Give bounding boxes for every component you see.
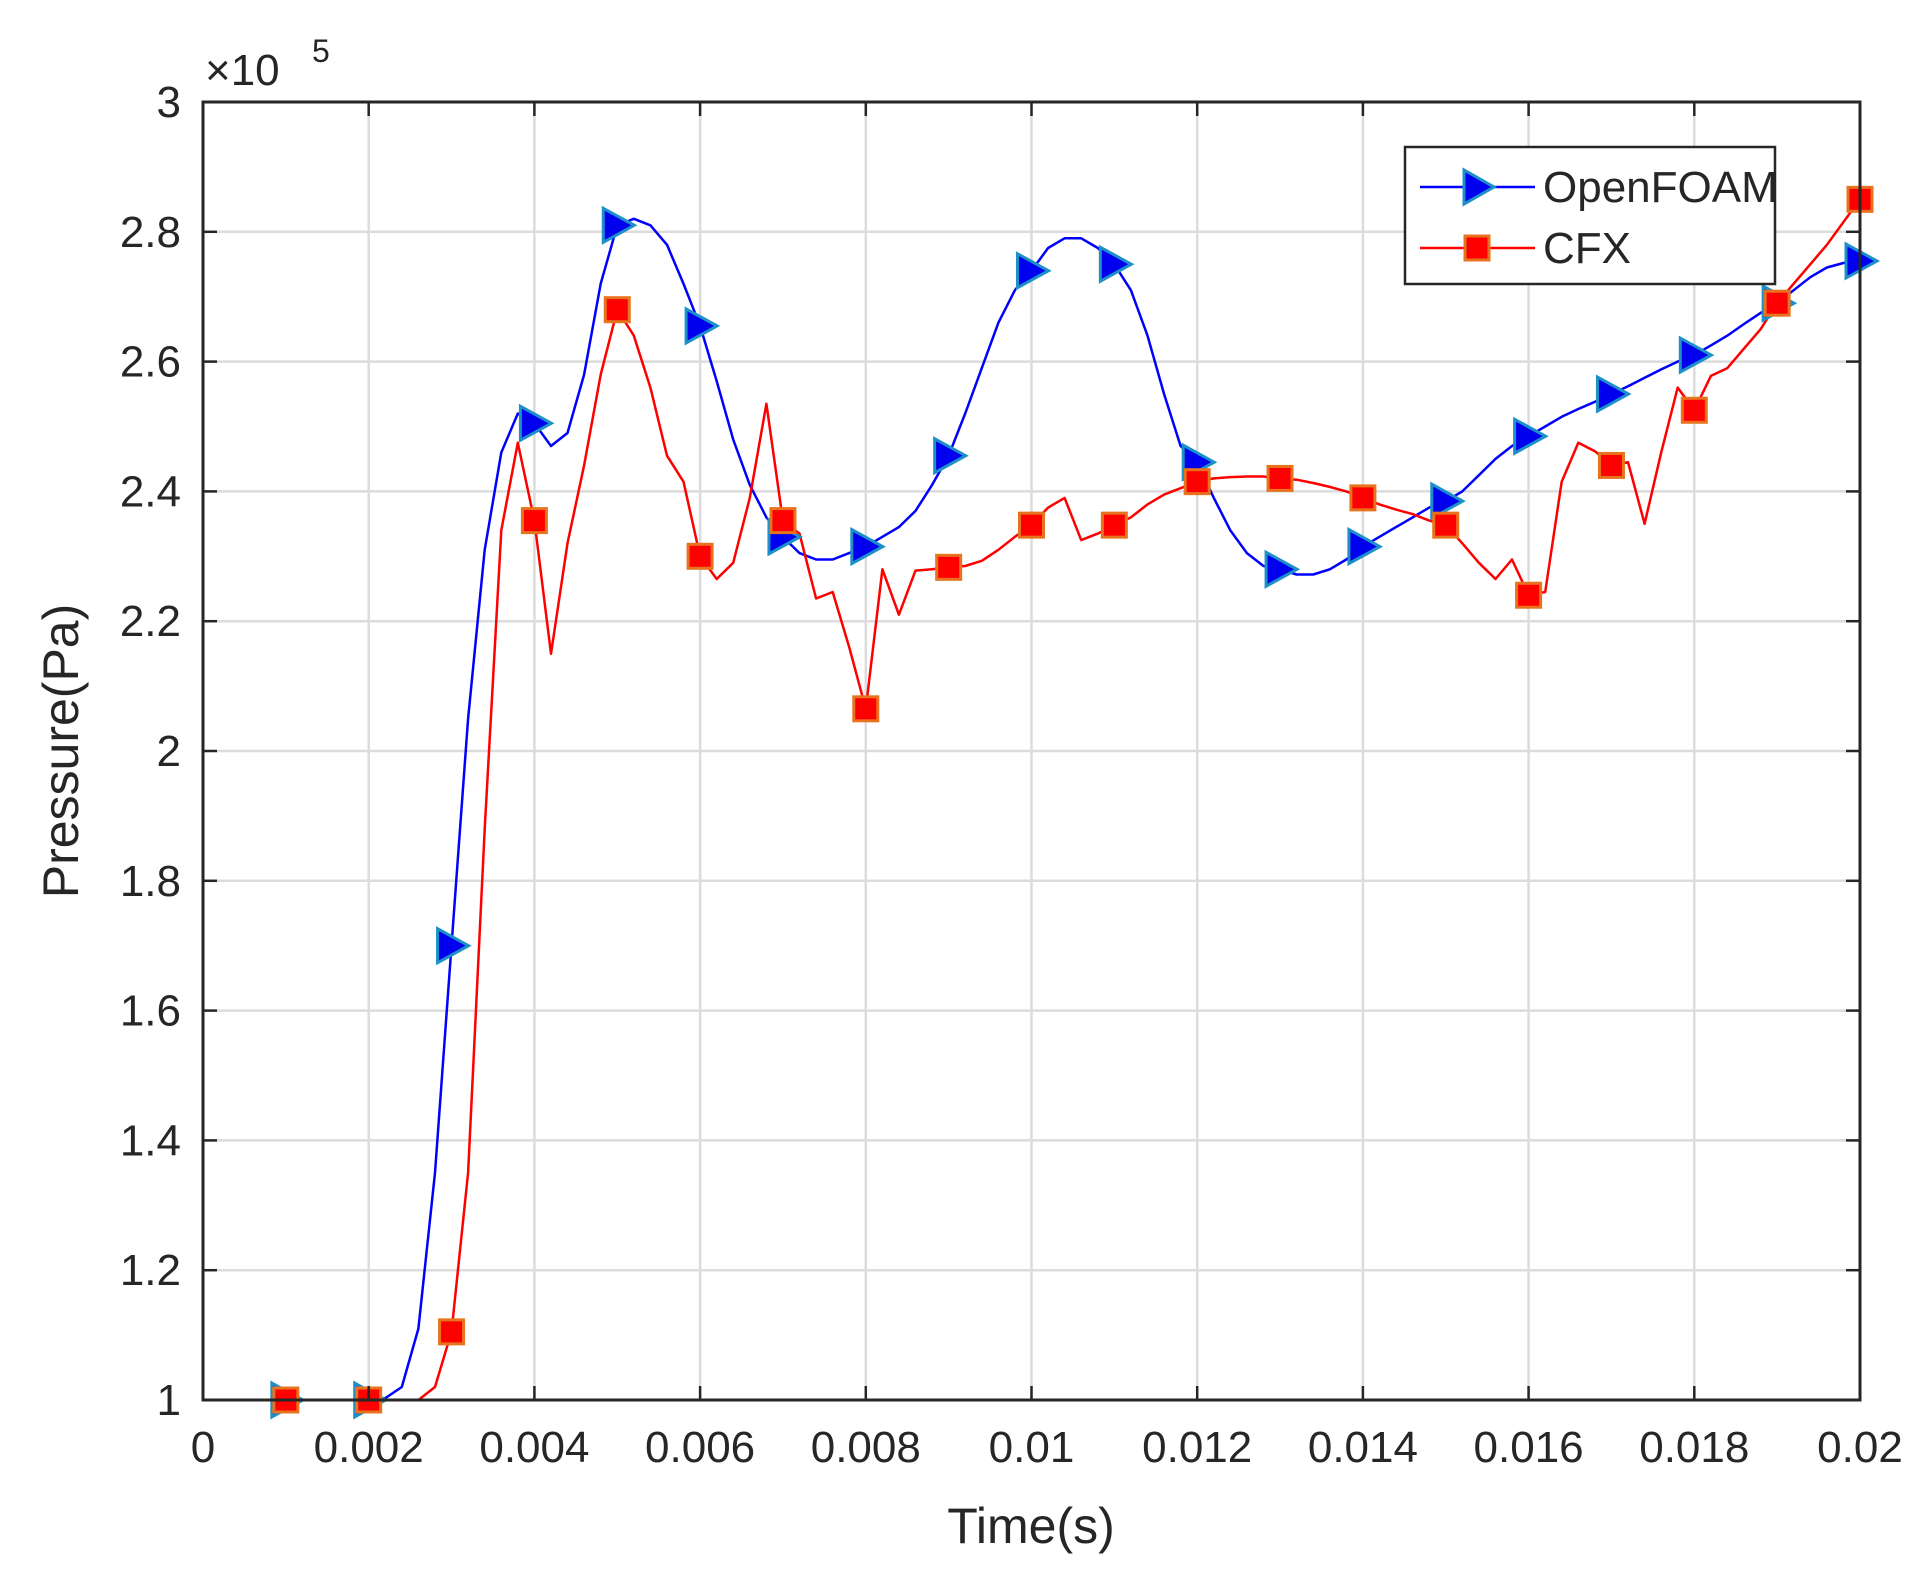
data-marker-cfx — [1349, 484, 1377, 512]
x-tick-label: 0.012 — [1142, 1423, 1252, 1472]
tick-labels: 0 0.002 0.004 0.006 0.008 0.01 0.012 0.014 0.016… — [120, 78, 1903, 1472]
x-tick-label: 0.008 — [811, 1423, 921, 1472]
data-marker-openfoam — [601, 205, 638, 245]
data-marker-openfoam — [1098, 244, 1135, 284]
y-axis-label: Pressure(Pa) — [33, 604, 89, 899]
data-marker-openfoam — [684, 306, 721, 346]
legend-marker-cfx — [1463, 234, 1491, 262]
data-marker-openfoam — [1016, 251, 1052, 291]
data-marker-cfx — [438, 1318, 466, 1346]
data-marker-cfx — [769, 507, 797, 535]
x-axis-label: Time(s) — [947, 1498, 1115, 1554]
data-marker-cfx — [1266, 464, 1294, 492]
data-marker-cfx — [935, 553, 963, 581]
data-marker-openfoam — [850, 527, 886, 567]
data-marker-openfoam — [933, 436, 969, 476]
legend-marker-openfoam — [1462, 167, 1498, 207]
data-marker-cfx — [603, 296, 631, 324]
data-marker-openfoam — [1347, 527, 1384, 567]
data-marker-openfoam — [1678, 335, 1715, 375]
data-marker-cfx — [1763, 289, 1791, 317]
data-marker-cfx — [852, 695, 880, 723]
data-marker-cfx — [520, 507, 548, 535]
y-tick-label: 2.8 — [120, 208, 181, 257]
data-marker-cfx — [1018, 511, 1045, 539]
y-tick-label: 2.2 — [120, 597, 181, 646]
data-marker-openfoam — [1430, 481, 1466, 521]
y-multiplier: ×10 5 — [205, 33, 330, 95]
data-marker-cfx — [1597, 451, 1625, 479]
x-tick-label: 0.004 — [479, 1423, 589, 1472]
grid — [203, 102, 1860, 1400]
y-tick-label: 1.8 — [120, 857, 181, 906]
y-tick-label: 2.6 — [120, 338, 181, 387]
x-tick-label: 0.014 — [1308, 1423, 1418, 1472]
y-multiplier-base: ×10 — [205, 46, 280, 95]
x-tick-label: 0.01 — [989, 1423, 1075, 1472]
data-marker-openfoam — [518, 403, 555, 443]
data-marker-openfoam — [436, 926, 472, 966]
data-marker-cfx — [686, 542, 714, 570]
data-marker-openfoam — [1264, 549, 1301, 589]
legend: OpenFOAM CFX — [1403, 145, 1778, 286]
y-tick-label: 2.4 — [120, 467, 181, 516]
data-marker-cfx — [1515, 581, 1543, 609]
legend-label-openfoam: OpenFOAM — [1543, 163, 1778, 212]
data-marker-cfx — [1432, 511, 1460, 539]
x-tick-label: 0.02 — [1817, 1423, 1903, 1472]
y-tick-label: 1.6 — [120, 987, 181, 1036]
data-marker-cfx — [1680, 396, 1708, 424]
y-tick-label: 1 — [157, 1376, 181, 1425]
data-marker-openfoam — [1513, 416, 1549, 456]
ticks — [201, 100, 1862, 1402]
data-marker-openfoam — [1595, 374, 1632, 414]
x-tick-label: 0 — [191, 1423, 215, 1472]
y-multiplier-exponent: 5 — [312, 33, 330, 69]
x-tick-label: 0.016 — [1474, 1423, 1584, 1472]
data-marker-cfx — [1183, 468, 1211, 496]
y-tick-label: 1.4 — [120, 1116, 181, 1165]
y-tick-label: 2 — [157, 727, 181, 776]
x-tick-label: 0.006 — [645, 1423, 755, 1472]
y-tick-label: 3 — [157, 78, 181, 127]
x-tick-label: 0.018 — [1639, 1423, 1749, 1472]
data-marker-cfx — [1100, 511, 1128, 539]
y-tick-label: 1.2 — [120, 1246, 181, 1295]
series-layer — [203, 185, 1881, 1420]
x-tick-label: 0.002 — [314, 1423, 424, 1472]
legend-label-cfx: CFX — [1543, 224, 1631, 273]
